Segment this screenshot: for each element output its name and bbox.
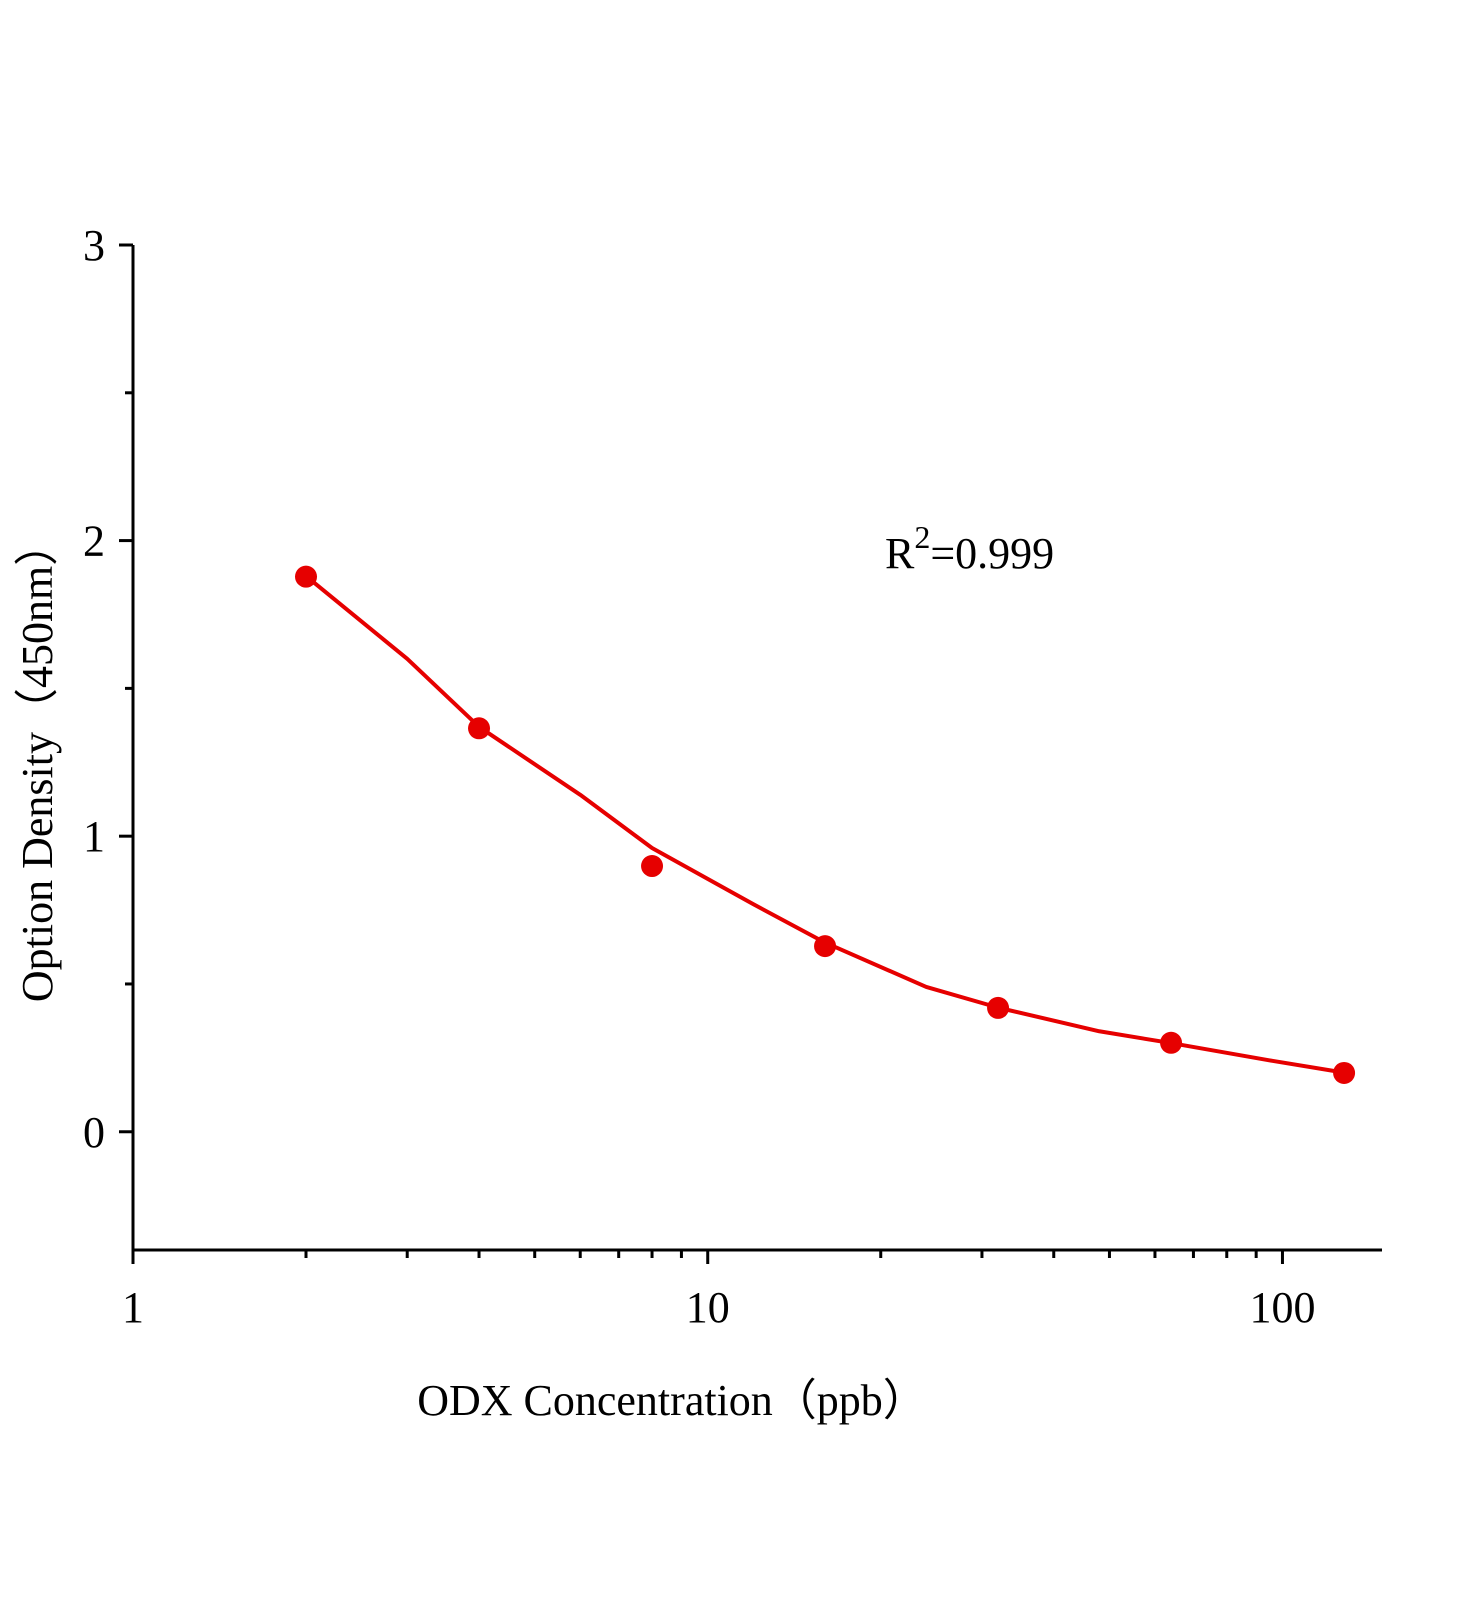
annotation-text: =0.999	[930, 529, 1054, 578]
y-tick-label: 0	[83, 1108, 105, 1157]
annotation-sup: 2	[914, 519, 930, 555]
y-axis-title: Option Density（450nm）	[13, 522, 62, 1002]
x-axis-title: ODX Concentration（ppb）	[417, 1376, 927, 1425]
y-tick-label: 3	[83, 221, 105, 270]
annotation-base: R	[885, 529, 915, 578]
y-tick-label: 1	[83, 812, 105, 861]
y-tick-label: 2	[83, 517, 105, 566]
x-tick-label: 10	[686, 1283, 730, 1332]
x-tick-label: 1	[122, 1283, 144, 1332]
data-point	[1333, 1061, 1356, 1084]
data-point	[641, 855, 664, 878]
x-tick-label: 100	[1249, 1283, 1315, 1332]
annotation: R2=0.999	[885, 519, 1054, 578]
fit-curve	[304, 574, 1345, 1075]
